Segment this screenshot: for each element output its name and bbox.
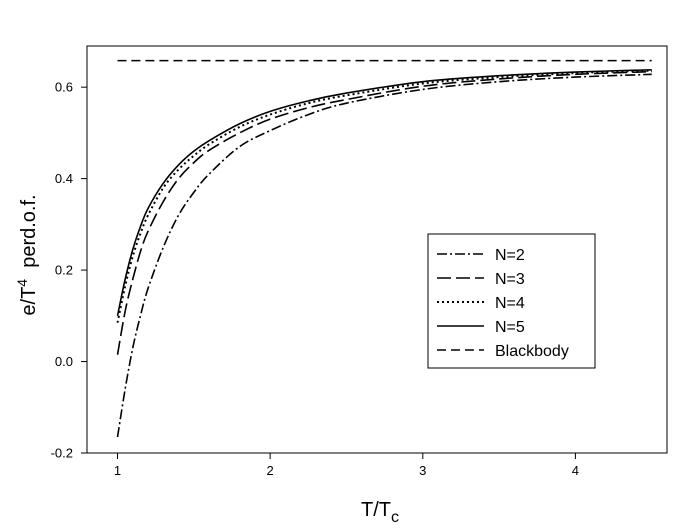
legend-label: N=4 bbox=[495, 295, 525, 312]
y-tick-label: -0.2 bbox=[51, 446, 73, 461]
y-axis-title-main: e/T bbox=[18, 287, 40, 316]
plot-area-frame bbox=[86, 45, 668, 454]
legend-label: Blackbody bbox=[495, 343, 569, 360]
y-tick-label: 0.6 bbox=[55, 80, 73, 95]
series-line-n-3 bbox=[116, 70, 652, 355]
x-tick-label: 1 bbox=[114, 463, 121, 478]
x-tick-label: 3 bbox=[419, 463, 426, 478]
series-line-n-4 bbox=[116, 69, 652, 323]
legend-label: N=2 bbox=[495, 247, 525, 264]
series-layer bbox=[116, 59, 652, 438]
x-axis-title: T/Tc bbox=[361, 499, 399, 526]
x-axis-title-subscript: c bbox=[391, 509, 399, 526]
legend-label: N=5 bbox=[495, 319, 525, 336]
legend: N=2 N=3 N=4 N=5 Blackbody bbox=[427, 233, 596, 369]
series-line-n-5 bbox=[116, 68, 652, 316]
legend-box bbox=[427, 233, 596, 369]
series-line-n-2 bbox=[116, 73, 652, 438]
y-tick-label: 0.0 bbox=[55, 354, 73, 369]
y-axis-title-rest: perd.o.f. bbox=[18, 194, 40, 279]
y-axis-ticks: -0.2 0.0 0.2 0.4 0.6 bbox=[51, 80, 87, 461]
x-tick-label: 2 bbox=[267, 463, 274, 478]
y-axis-title-superscript: 4 bbox=[14, 279, 30, 287]
y-tick-label: 0.4 bbox=[55, 171, 73, 186]
legend-label: N=3 bbox=[495, 271, 525, 288]
legend-items: N=2 N=3 N=4 N=5 Blackbody bbox=[437, 247, 569, 360]
y-tick-label: 0.2 bbox=[55, 263, 73, 278]
x-axis-ticks: 1 2 3 4 bbox=[114, 453, 579, 478]
y-axis-title: e/T4 perd.o.f. bbox=[14, 194, 40, 315]
x-axis-title-main: T/T bbox=[361, 499, 391, 521]
x-tick-label: 4 bbox=[572, 463, 579, 478]
